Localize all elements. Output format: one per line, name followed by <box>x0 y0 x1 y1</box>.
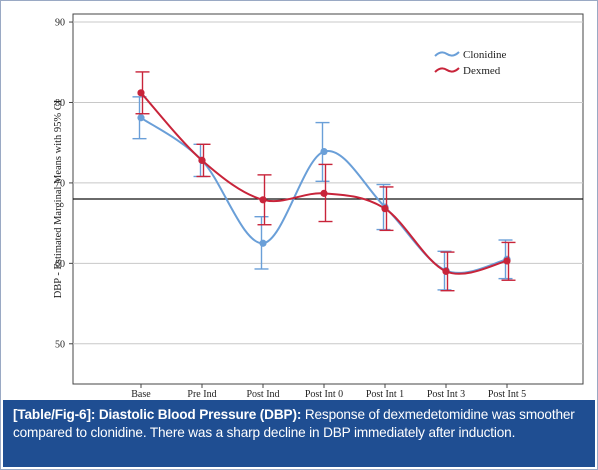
y-tick-label-60: 60 <box>55 259 65 270</box>
legend-label-clonidine: Clonidine <box>463 49 507 61</box>
x-tick-label: Post Ind <box>246 389 279 400</box>
caption-tag: [Table/Fig-6]: <box>13 407 96 422</box>
y-tick-label-50: 50 <box>55 339 65 350</box>
data-point-dexmed <box>259 196 267 204</box>
legend-swatch-dexmed <box>434 67 460 73</box>
x-axis-ticks: Base Pre Ind Post Ind Post Int 0 Post Int 1 P… <box>131 384 526 400</box>
data-point-clonidine <box>259 239 267 247</box>
data-point-dexmed <box>442 267 450 275</box>
data-point-clonidine <box>320 147 328 156</box>
dbp-chart: 50 60 70 80 90 Base Pre Ind Post Ind Post Int 0… <box>53 13 584 400</box>
data-point-dexmed <box>320 189 328 197</box>
figure-caption: [Table/Fig-6]: Diastolic Blood Pressure … <box>3 400 595 467</box>
data-point-dexmed <box>503 257 511 265</box>
caption-title: Diastolic Blood Pressure (DBP): <box>98 407 302 422</box>
data-point-dexmed <box>198 156 206 164</box>
caption-text: Response of dexmedetomidine was smoother… <box>13 407 575 440</box>
y-axis-label: DBP - Estimated Marginal Means with 95% … <box>53 99 64 298</box>
x-tick-label: Post Int 3 <box>427 389 465 400</box>
data-point-dexmed <box>381 205 389 213</box>
legend-label-dexmed: Dexmed <box>463 65 501 77</box>
x-tick-label: Post Int 5 <box>488 389 526 400</box>
series-dexmed <box>135 71 516 292</box>
x-tick-label: Post Int 0 <box>305 389 343 400</box>
series-layer <box>132 71 516 292</box>
legend: Clonidine Dexmed <box>434 49 507 77</box>
x-tick-label: Post Int 1 <box>366 389 404 400</box>
x-tick-label: Pre Ind <box>187 389 216 400</box>
y-tick-label-80: 80 <box>55 98 65 109</box>
legend-swatch-clonidine <box>434 51 460 57</box>
y-axis-ticks: 50 60 70 80 90 <box>55 18 73 350</box>
data-point-dexmed <box>137 89 145 97</box>
data-point-clonidine <box>137 114 145 122</box>
x-tick-label: Base <box>131 389 151 400</box>
y-tick-label-90: 90 <box>55 18 65 29</box>
y-tick-label-70: 70 <box>55 178 65 189</box>
